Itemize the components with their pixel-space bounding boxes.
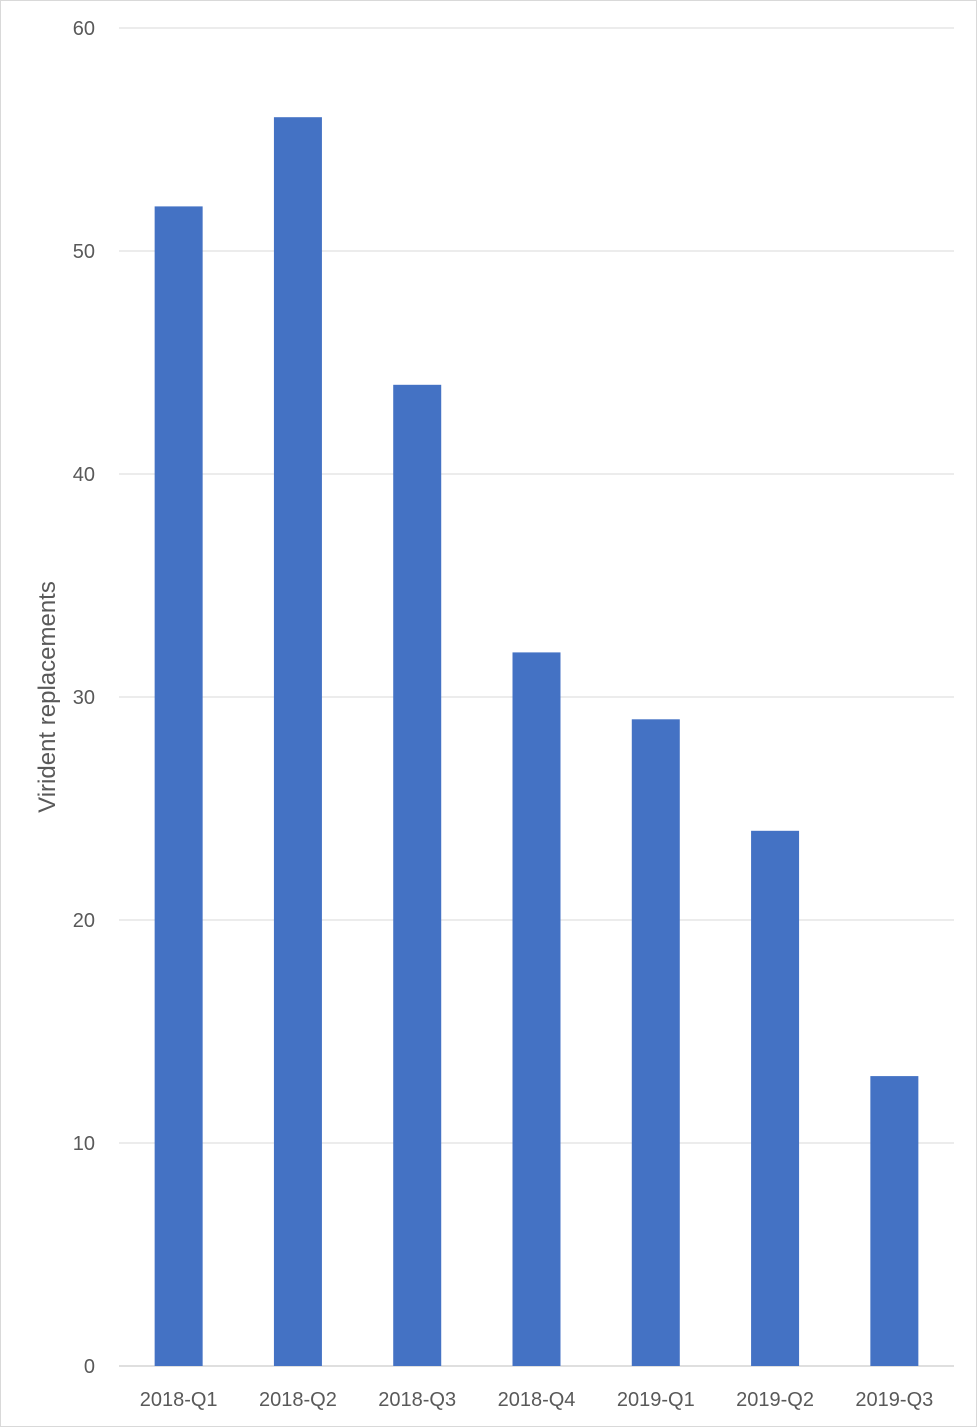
y-tick-label: 0 [84, 1356, 95, 1378]
bar-2018-Q3 [393, 384, 442, 1366]
y-tick-label: 60 [73, 18, 95, 40]
x-tick-label: 2018-Q2 [259, 1389, 337, 1411]
x-tick-label: 2018-Q1 [140, 1389, 218, 1411]
y-tick-label: 30 [73, 687, 95, 709]
bar-2019-Q3 [870, 1076, 919, 1366]
bar-2018-Q2 [273, 117, 322, 1367]
x-axis-ticks: 2018-Q1 2018-Q2 2018-Q3 2018-Q4 2019-Q1 2019-… [140, 1389, 934, 1411]
y-tick-label: 50 [73, 241, 95, 263]
bar-2019-Q1 [631, 719, 680, 1366]
x-tick-label: 2019-Q1 [617, 1389, 695, 1411]
bars [154, 117, 919, 1367]
y-tick-label: 40 [73, 464, 95, 486]
y-tick-label: 20 [73, 910, 95, 932]
bar-2018-Q4 [512, 652, 561, 1366]
x-tick-label: 2018-Q4 [498, 1389, 576, 1411]
x-tick-label: 2019-Q2 [736, 1389, 814, 1411]
y-tick-label: 10 [73, 1133, 95, 1155]
bar-2019-Q2 [751, 830, 800, 1366]
x-tick-label: 2019-Q3 [855, 1389, 933, 1411]
y-axis-title: Virident replacements [34, 581, 61, 813]
x-tick-label: 2018-Q3 [378, 1389, 456, 1411]
bar-2018-Q1 [154, 206, 203, 1366]
y-axis-ticks: 0 10 20 30 40 50 60 [73, 18, 95, 1378]
